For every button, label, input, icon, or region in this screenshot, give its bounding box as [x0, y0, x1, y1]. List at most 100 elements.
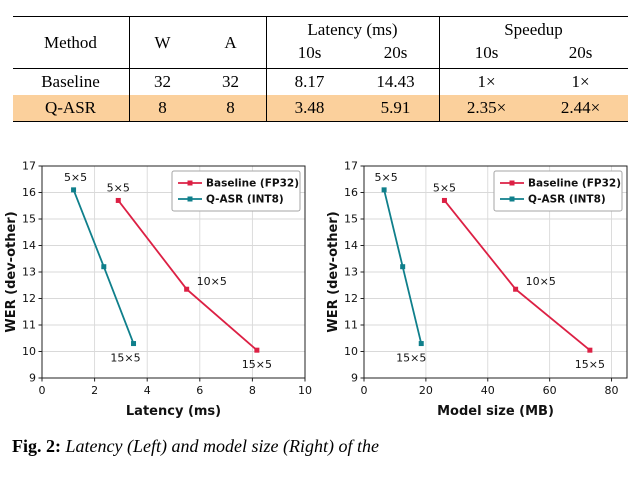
y-tick-label: 11 — [344, 319, 358, 332]
charts-row: 0 2 4 6 8 10 9 10 11 12 13 14 15 16 17 Latency (ms) WER … — [0, 154, 640, 422]
table-row-baseline: Baseline 32 32 8.17 14.43 1× 1× — [12, 68, 628, 95]
cell-speedup-10s: 2.35× — [466, 98, 507, 117]
y-tick-label: 13 — [22, 266, 36, 279]
x-tick-label: 60 — [543, 384, 557, 397]
data-marker — [400, 264, 406, 270]
y-tick-label: 9 — [351, 372, 358, 385]
y-tick-label: 17 — [344, 160, 358, 173]
x-tick-label: 0 — [39, 384, 46, 397]
x-tick-label: 20 — [419, 384, 433, 397]
header-a: A — [195, 16, 267, 69]
legend-box — [171, 170, 301, 212]
legend-marker — [509, 196, 515, 202]
x-tick-label: 80 — [605, 384, 619, 397]
header-speedup-20s: 20s — [568, 43, 593, 62]
y-axis-label: WER (dev-other) — [4, 211, 19, 332]
caption-label: Fig. 2: — [12, 436, 61, 456]
x-tick-label: 2 — [91, 384, 98, 397]
x-tick-label: 40 — [481, 384, 495, 397]
header-w: W — [154, 32, 171, 52]
y-tick-label: 11 — [22, 319, 36, 332]
data-marker — [101, 264, 107, 270]
point-label: 10×5 — [197, 275, 227, 288]
x-tick-label: 8 — [249, 384, 256, 397]
cell-speedup-20s: 1× — [571, 72, 590, 91]
y-tick-label: 16 — [22, 186, 36, 199]
latency-chart: 0 2 4 6 8 10 9 10 11 12 13 14 15 16 17 Latency (ms) WER … — [4, 160, 312, 420]
y-tick-label: 16 — [344, 186, 358, 199]
point-label: 15×5 — [242, 358, 272, 371]
cell-latency-10s: 3.48 — [294, 98, 325, 117]
header-method: Method — [12, 16, 130, 69]
caption-text: Latency (Left) and model size (Right) of… — [61, 436, 379, 456]
table-header: Method W A Latency (ms) Speedup 10s 20s … — [12, 16, 628, 69]
y-tick-label: 13 — [344, 266, 358, 279]
results-table: Method W A Latency (ms) Speedup 10s 20s … — [12, 16, 628, 122]
legend-label: Q-ASR (INT8) — [528, 194, 606, 206]
header-latency-20s: 20s — [352, 43, 440, 69]
cell-speedup-10s: 1× — [477, 72, 496, 91]
header-speedup-10s: 10s — [474, 43, 499, 62]
legend-label: Baseline (FP32) — [206, 178, 299, 190]
cell-w: 32 — [154, 72, 171, 91]
x-tick-label: 4 — [144, 384, 151, 397]
legend-marker — [509, 180, 515, 186]
y-tick-label: 15 — [344, 213, 358, 226]
legend-marker — [187, 180, 193, 186]
data-marker — [131, 341, 137, 347]
cell-latency-20s: 14.43 — [352, 68, 440, 95]
data-marker — [587, 347, 593, 353]
header-latency-10s: 10s — [297, 43, 322, 62]
point-label: 10×5 — [526, 275, 556, 288]
y-tick-label: 15 — [22, 213, 36, 226]
y-axis-label: WER (dev-other) — [326, 211, 341, 332]
legend-label: Q-ASR (INT8) — [206, 194, 284, 206]
cell-speedup-20s: 2.44× — [560, 98, 601, 117]
series-line — [117, 199, 258, 351]
cell-a: 8 — [195, 95, 267, 122]
series-line — [443, 199, 591, 351]
data-marker — [254, 347, 260, 353]
cell-latency-10s: 8.17 — [294, 72, 325, 91]
figure-caption: Fig. 2: Latency (Left) and model size (R… — [12, 436, 628, 457]
x-tick-label: 0 — [361, 384, 368, 397]
y-tick-label: 17 — [22, 160, 36, 173]
point-label: 5×5 — [433, 181, 456, 194]
data-marker — [184, 286, 190, 292]
legend-box — [493, 170, 623, 212]
x-axis-label: Latency (ms) — [126, 404, 221, 419]
point-label: 5×5 — [107, 181, 130, 194]
point-label: 5×5 — [375, 171, 398, 184]
point-label: 15×5 — [575, 358, 605, 371]
data-marker — [381, 187, 387, 193]
y-tick-label: 10 — [344, 345, 358, 358]
y-tick-label: 10 — [22, 345, 36, 358]
cell-method: Baseline — [12, 68, 130, 95]
data-marker — [513, 286, 519, 292]
cell-w: 8 — [158, 98, 167, 117]
cell-latency-20s: 5.91 — [352, 95, 440, 122]
header-latency-group: Latency (ms) — [266, 16, 440, 43]
point-label: 15×5 — [396, 352, 426, 365]
cell-a: 32 — [195, 68, 267, 95]
x-axis-label: Model size (MB) — [437, 404, 554, 419]
y-tick-label: 12 — [344, 292, 358, 305]
y-tick-label: 14 — [344, 239, 358, 252]
point-label: 15×5 — [110, 352, 140, 365]
x-tick-label: 6 — [196, 384, 203, 397]
legend-marker — [187, 196, 193, 202]
point-label: 5×5 — [64, 171, 87, 184]
cell-method: Q-ASR — [12, 95, 130, 122]
model-size-chart: 0 20 40 60 80 9 10 11 12 13 14 15 16 17 Model size (MB… — [326, 160, 628, 419]
data-marker — [441, 197, 447, 203]
data-marker — [71, 187, 77, 193]
data-marker — [115, 197, 121, 203]
header-speedup-group: Speedup — [504, 20, 563, 39]
y-tick-label: 12 — [22, 292, 36, 305]
legend-label: Baseline (FP32) — [528, 178, 621, 190]
table-row-qasr: Q-ASR 8 8 3.48 5.91 2.35× 2.44× — [12, 95, 628, 122]
x-tick-label: 10 — [298, 384, 312, 397]
data-marker — [418, 341, 424, 347]
y-tick-label: 14 — [22, 239, 36, 252]
